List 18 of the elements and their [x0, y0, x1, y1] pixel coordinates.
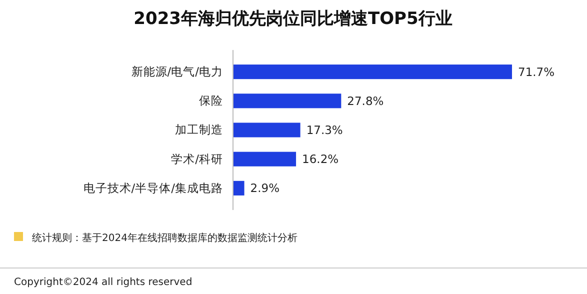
y-tick-label: 加工制造 — [175, 122, 223, 137]
y-tick-label: 保险 — [199, 94, 223, 108]
data-label: 27.8% — [347, 94, 384, 108]
y-tick-label: 学术/科研 — [171, 152, 223, 166]
text: 统计规则：基于2024年在线招聘数据库的数据监测统计分析 — [32, 232, 298, 244]
bar — [233, 152, 296, 166]
data-label: 16.2% — [302, 152, 339, 166]
data-label: 2.9% — [250, 181, 280, 196]
bar — [233, 94, 342, 108]
data-label: 71.7% — [518, 64, 555, 79]
chart-title: 2023年海归优先岗位同比增速TOP5行业 — [134, 9, 452, 29]
bar — [233, 122, 300, 138]
bar — [233, 64, 512, 80]
text: Copyright©2024 all rights reserved — [14, 277, 192, 288]
y-tick-label: 新能源/电气/电力 — [131, 64, 223, 78]
y-tick-label: 电子技术/半导体/集成电路 — [83, 180, 223, 195]
data-label: 17.3% — [306, 123, 343, 137]
bar — [233, 180, 244, 196]
